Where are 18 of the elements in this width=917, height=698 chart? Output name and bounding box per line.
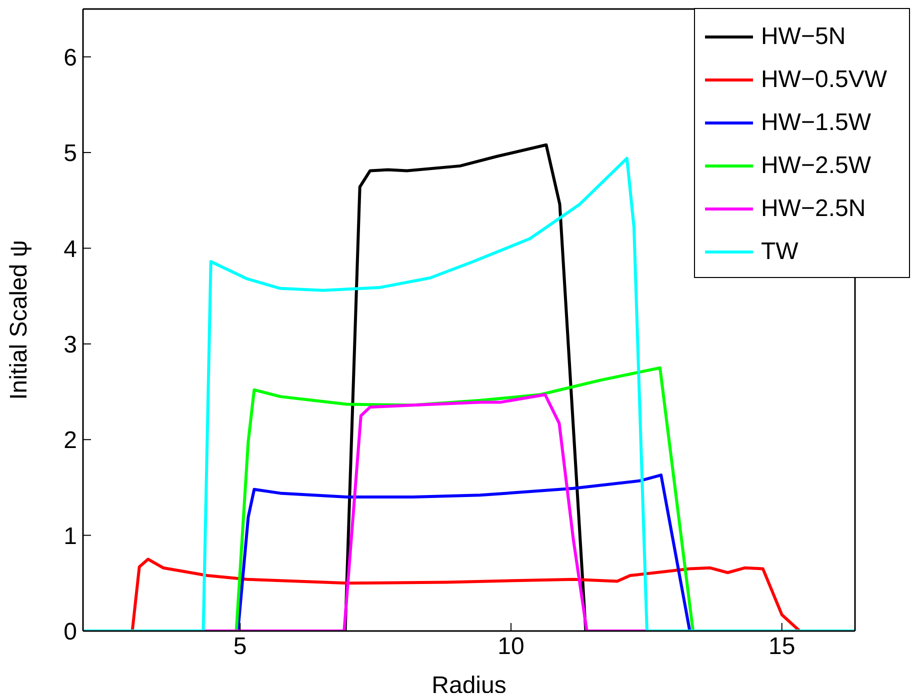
legend-label: TW (760, 237, 798, 267)
y-tick-label: 6 (64, 44, 77, 72)
y-tick-label: 4 (64, 236, 77, 263)
x-axis-title: Radius (432, 672, 506, 698)
y-tick-label: 2 (64, 427, 77, 454)
y-axis-title: Initial Scaled ψ (6, 240, 33, 400)
x-tick-label: 5 (233, 633, 247, 660)
x-tick-label: 15 (768, 633, 796, 660)
legend-label: HW−2.5W (760, 151, 871, 181)
x-tick-label: 10 (498, 633, 524, 660)
y-tick-label: 5 (64, 140, 77, 168)
legend-label: HW−0.5VW (760, 65, 887, 95)
legend-label: HW−2.5N (760, 194, 866, 224)
y-tick-label: 0 (64, 618, 77, 646)
y-tick-label: 3 (64, 331, 77, 358)
legend-label: HW−1.5W (760, 108, 871, 138)
y-tick-label: 1 (64, 522, 77, 550)
legend-label: HW−5N (760, 22, 846, 52)
